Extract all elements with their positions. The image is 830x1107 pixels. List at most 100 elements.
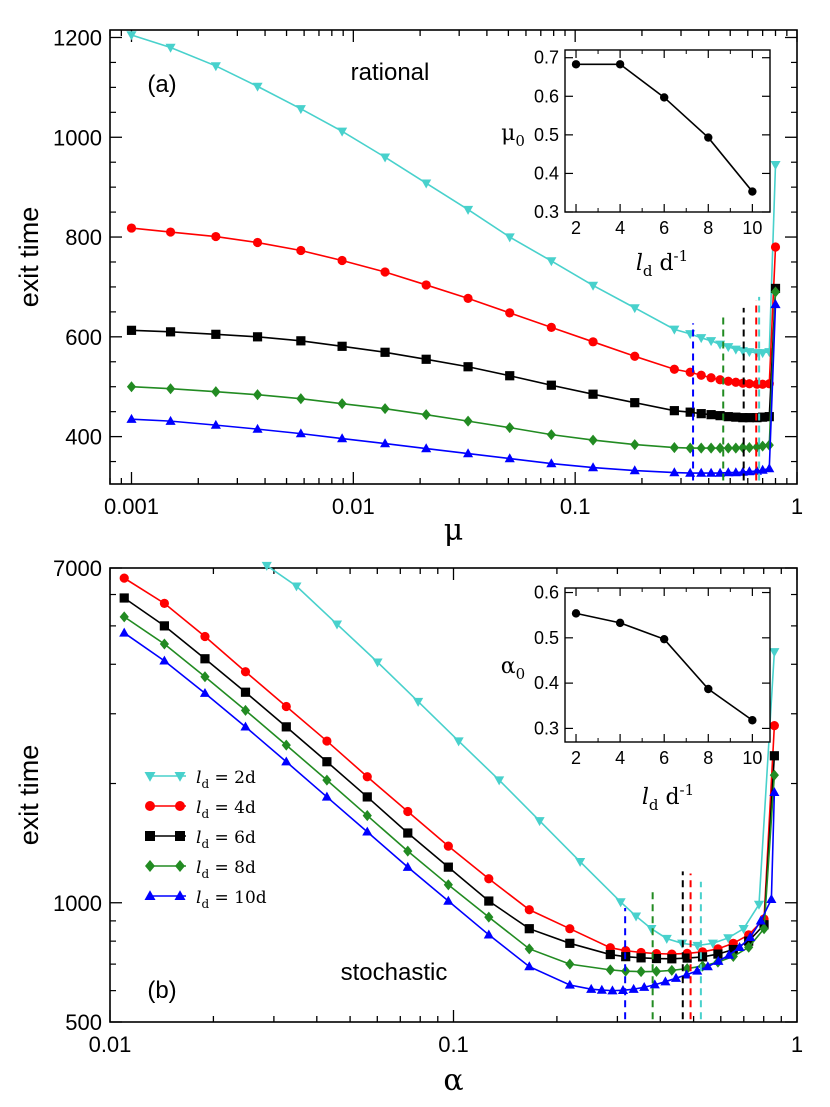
data-point [639,981,650,991]
inset-x-label-sub: d [649,796,659,814]
data-point [738,925,749,934]
data-point [630,351,640,361]
inset-y-tick-label: 0.4 [534,163,559,183]
data-point [770,286,781,298]
data-point [463,362,473,372]
x-tick-label: 1 [791,1032,803,1057]
data-point [240,704,251,716]
inset-y-label-sub: 0 [515,132,525,150]
data-point [200,631,210,642]
data-point [630,912,642,922]
data-point [723,467,734,477]
data-point [565,958,575,970]
legend-label-sub: d [201,777,209,791]
y-axis-title: exit time [14,745,44,846]
data-point [443,862,453,872]
data-point [607,985,618,995]
data-point [281,722,291,732]
data-point [483,929,494,939]
legend-marker [144,890,156,900]
data-point [669,406,679,416]
data-point [421,354,431,364]
legend-marker [174,772,186,782]
data-point [534,817,545,827]
y-tick-label: 1000 [53,125,102,150]
data-point [587,281,599,291]
data-point [744,941,754,953]
inset-y-label-symbol: α [501,654,516,679]
data-point [692,965,703,975]
data-point [744,413,754,423]
data-point [757,349,768,359]
data-point [126,31,137,41]
data-point [504,453,515,463]
data-point [605,964,615,976]
y-tick-label: 800 [65,225,102,250]
data-point [281,739,291,751]
inset-x-label-l: l [642,785,649,810]
y-tick-label: 500 [65,1010,102,1035]
data-point [731,442,741,454]
data-point [379,438,391,448]
data-point [165,383,176,395]
data-point [758,379,768,389]
data-point [546,380,556,390]
data-point [240,687,251,697]
inset-point [571,60,581,69]
inset-point [748,187,757,196]
data-point [706,410,716,420]
data-point [362,772,372,782]
data-point [119,627,130,637]
data-point [629,304,640,314]
data-point [421,409,431,421]
legend-label-l: l [196,798,201,818]
data-point [713,955,724,965]
inset-y-tick-label: 0.4 [534,673,559,693]
legend-label: ld = 6d [196,828,256,851]
data-point [770,242,781,252]
data-point [211,329,221,339]
data-point [126,223,137,233]
data-point [484,874,494,884]
x-tick-label: 0.01 [332,494,375,519]
inset-x-label-sup: -1 [680,781,695,799]
series-ld10 [126,299,781,477]
data-point [651,953,662,964]
data-point [588,337,598,347]
data-point [443,879,453,891]
data-point [463,293,473,304]
data-point [403,828,413,838]
data-point [261,561,272,571]
series-line [131,288,777,419]
data-point [295,428,306,438]
data-point [524,905,534,915]
panel-label: (b) [147,977,176,1004]
data-point [443,841,453,851]
inset-x-label-d: d [652,251,673,276]
legend-label-l: l [196,858,201,878]
data-point [713,949,723,959]
series-ld8 [126,286,781,454]
data-point [661,934,672,944]
data-point [504,233,515,243]
series-ld6 [126,283,781,423]
data-point [758,440,768,452]
inset-point [615,618,625,628]
data-point [681,969,692,979]
data-point [696,442,706,454]
data-point [546,458,557,468]
data-point [731,377,741,387]
data-point [715,411,725,421]
data-point [706,337,717,347]
data-point [636,966,646,978]
data-point [402,861,413,871]
data-point [629,465,640,475]
inset-point [615,60,625,69]
data-point [210,419,221,429]
data-point [421,280,431,290]
inset-y-label-symbol: μ [501,121,515,146]
data-point [380,403,390,415]
data-point [745,932,756,941]
